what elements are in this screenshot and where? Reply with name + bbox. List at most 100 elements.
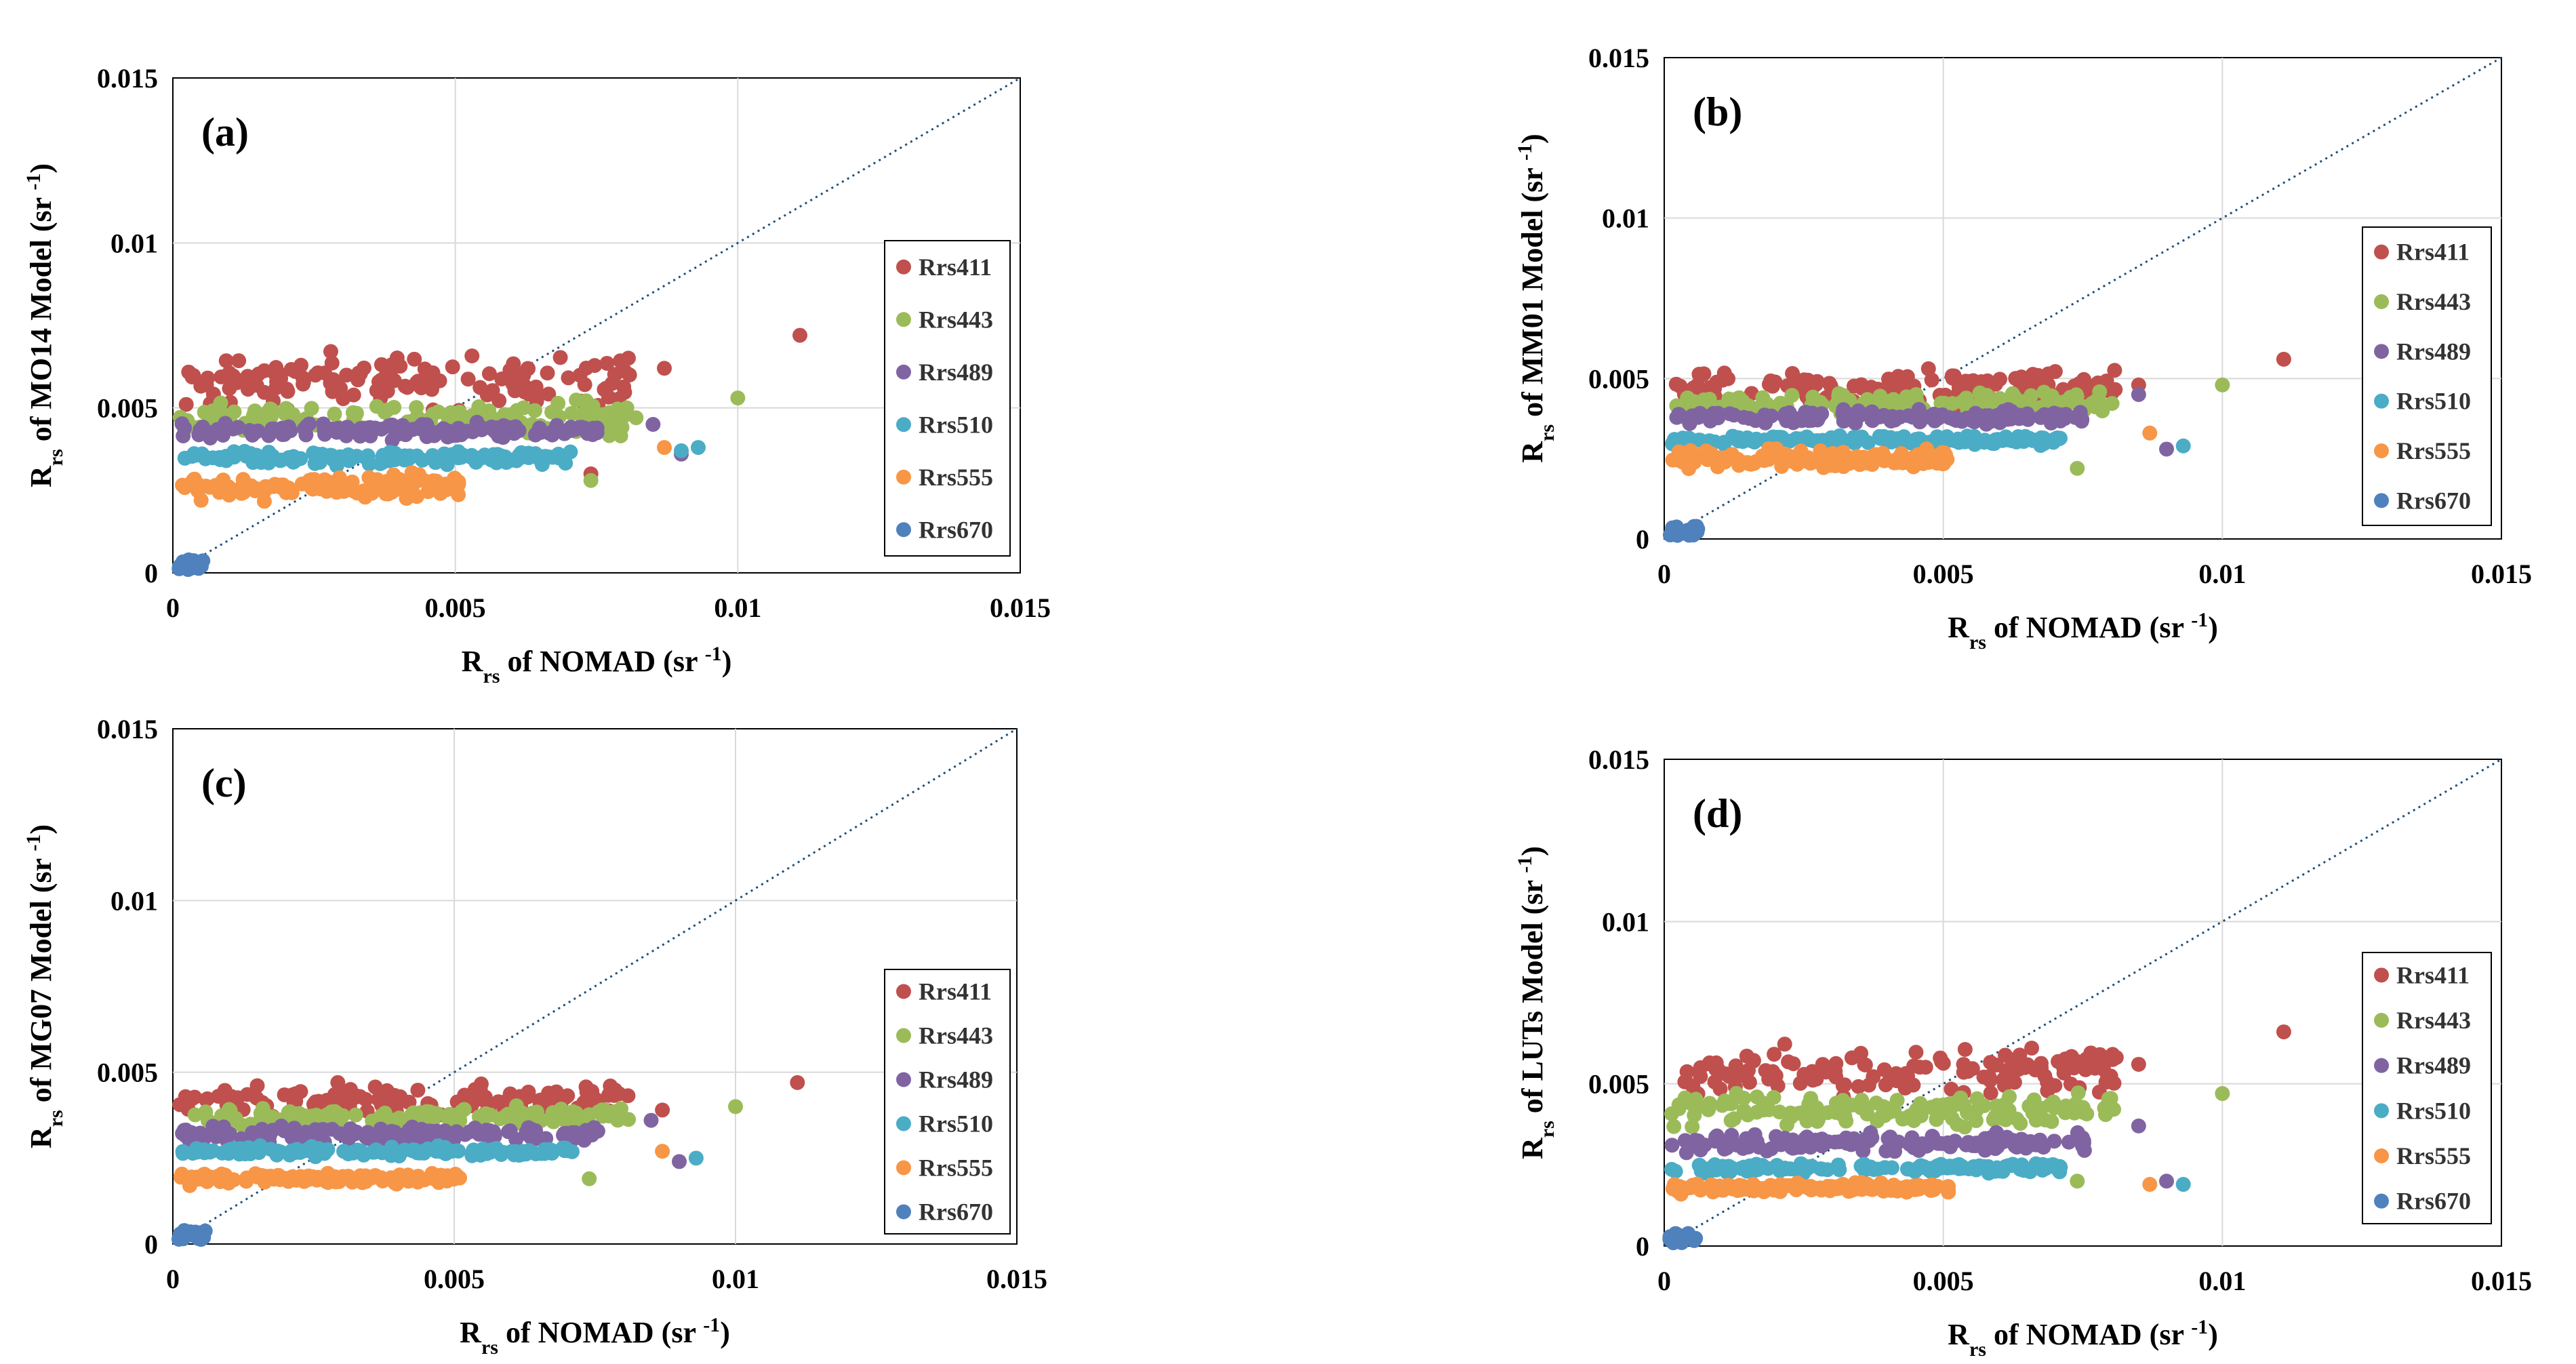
data-point <box>544 1143 560 1159</box>
data-point <box>2159 1174 2174 1189</box>
y-tick-label: 0.01 <box>110 228 158 258</box>
data-point <box>1757 1101 1773 1117</box>
data-point <box>552 350 568 365</box>
data-point <box>1906 1058 1922 1074</box>
data-point <box>1906 1140 1922 1156</box>
data-point <box>197 1130 212 1146</box>
legend-box <box>884 969 1011 1235</box>
y-tick-label: 0 <box>144 558 158 588</box>
data-point <box>2049 430 2065 445</box>
data-point <box>553 1102 569 1117</box>
data-point <box>439 1127 455 1143</box>
data-point <box>1696 366 1712 382</box>
y-tick-label: 0.005 <box>97 1058 158 1088</box>
legend-marker <box>2374 344 2389 359</box>
data-point <box>1746 1054 1761 1069</box>
data-point <box>2014 1157 2030 1173</box>
legend-marker <box>896 469 911 485</box>
data-point <box>1803 1182 1819 1198</box>
data-point <box>550 395 566 411</box>
data-point <box>419 1123 435 1139</box>
data-point <box>218 353 234 369</box>
data-point <box>1976 1069 1992 1085</box>
data-point <box>388 359 403 374</box>
data-point <box>1723 1112 1739 1128</box>
legend-label: Rrs670 <box>919 516 993 543</box>
data-point <box>412 379 428 395</box>
data-point <box>407 351 422 367</box>
data-point <box>2159 441 2174 457</box>
x-tick-label: 0 <box>1657 559 1671 589</box>
data-point <box>467 1120 483 1136</box>
data-point <box>391 1110 407 1126</box>
data-point <box>175 1146 190 1161</box>
data-point <box>187 1107 203 1123</box>
data-point <box>1868 1179 1883 1195</box>
data-point <box>1667 432 1683 447</box>
data-point <box>1886 392 1901 407</box>
data-point <box>1741 1139 1756 1155</box>
x-axis-title: Rrs of NOMAD (sr -1) <box>1948 1316 2218 1361</box>
data-point <box>730 390 746 406</box>
data-point <box>1799 1113 1815 1129</box>
data-point <box>1933 1136 1949 1151</box>
data-point <box>383 1148 399 1163</box>
data-point <box>1983 1055 1998 1070</box>
data-point <box>222 449 238 464</box>
data-point <box>186 472 202 487</box>
data-point <box>471 1109 487 1125</box>
data-point <box>285 1169 300 1184</box>
data-point <box>2107 363 2122 378</box>
data-point <box>510 373 526 388</box>
series-Rrs510 <box>177 440 706 474</box>
y-tick-label: 0 <box>144 1229 158 1260</box>
data-point <box>1906 1077 1921 1093</box>
legend-marker <box>896 1072 911 1087</box>
data-point <box>464 1091 480 1106</box>
data-point <box>1792 1075 1808 1091</box>
legend-label: Rrs555 <box>919 464 993 491</box>
data-point <box>583 473 599 488</box>
data-point <box>317 422 332 438</box>
y-axis-title: Rrs of MO14 Model (sr -1) <box>22 163 67 487</box>
data-point <box>329 1169 345 1185</box>
data-point <box>578 360 594 376</box>
data-point <box>451 404 467 420</box>
data-point <box>1920 361 1936 376</box>
data-point <box>1673 1186 1689 1202</box>
data-point <box>476 421 491 437</box>
legend-label: Rrs443 <box>2396 288 2471 315</box>
data-point <box>241 1140 256 1155</box>
data-point <box>364 485 380 501</box>
data-point <box>304 401 319 416</box>
data-point <box>728 1099 743 1115</box>
data-point <box>178 1089 193 1104</box>
panel-label: (d) <box>1693 791 1742 836</box>
data-point <box>691 440 706 456</box>
data-point <box>1804 1159 1819 1174</box>
data-point <box>1959 1105 1975 1121</box>
data-point <box>1892 409 1908 425</box>
data-point <box>1835 1078 1851 1094</box>
data-point <box>481 403 497 418</box>
data-point <box>1766 1089 1782 1105</box>
data-point <box>1675 445 1691 461</box>
data-point <box>2104 385 2120 401</box>
legend-marker <box>2374 244 2389 260</box>
data-point <box>1763 373 1779 388</box>
data-point <box>1819 1060 1834 1075</box>
data-point <box>1894 1181 1910 1197</box>
data-point <box>1803 432 1818 447</box>
data-point <box>578 1123 594 1138</box>
data-point <box>1777 1037 1792 1052</box>
data-point <box>215 1088 230 1104</box>
data-point <box>528 1146 544 1161</box>
panel-label: (a) <box>201 110 249 155</box>
data-point <box>221 1102 237 1117</box>
legend-marker <box>2374 1058 2389 1073</box>
data-point <box>516 400 531 416</box>
legend-marker <box>896 364 911 380</box>
data-point <box>347 1126 363 1142</box>
data-point <box>1729 431 1745 447</box>
data-point <box>2058 1098 2074 1114</box>
